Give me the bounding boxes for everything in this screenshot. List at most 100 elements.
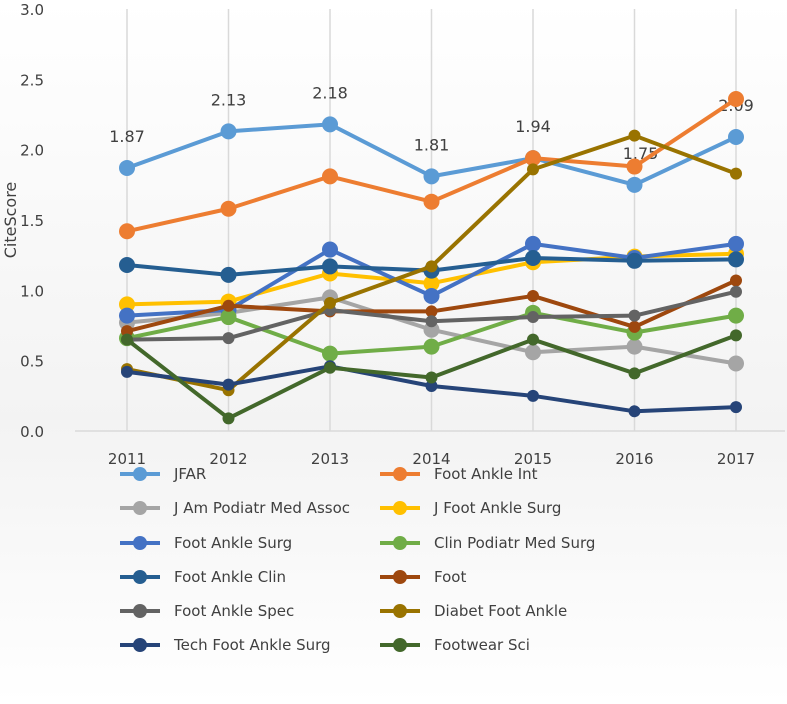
legend-marker-icon xyxy=(380,536,420,550)
y-axis-title: CiteScore xyxy=(1,182,20,259)
data-label: 2.13 xyxy=(211,90,247,109)
legend-label: J Am Podiatr Med Assoc xyxy=(174,499,350,517)
data-point xyxy=(220,123,237,140)
data-point xyxy=(730,329,742,342)
data-point xyxy=(425,260,438,273)
data-point xyxy=(322,258,338,275)
data-point xyxy=(324,361,336,374)
data-point xyxy=(222,332,235,345)
data-point xyxy=(119,257,135,274)
y-tick-label: 2.0 xyxy=(20,142,44,160)
legend-marker-icon xyxy=(380,604,420,618)
data-point xyxy=(728,355,744,372)
data-point xyxy=(527,163,539,176)
data-label: 1.87 xyxy=(109,127,145,146)
data-point xyxy=(525,235,541,252)
legend-marker-icon xyxy=(120,536,160,550)
data-point xyxy=(527,311,539,324)
legend-item: Foot Ankle Surg xyxy=(120,533,292,553)
data-point xyxy=(728,129,744,146)
plot-area: CiteScore 2011 2012 2013 2014 2015 2016 2017 0.… xyxy=(1,1,785,468)
data-point xyxy=(220,309,237,326)
data-point xyxy=(121,333,133,346)
legend-label: Foot xyxy=(434,568,467,586)
legend-item: Foot xyxy=(380,567,466,587)
y-tick-label: 0.0 xyxy=(20,423,44,441)
data-point xyxy=(730,274,742,287)
data-point xyxy=(730,285,742,298)
y-tick-label: 0.5 xyxy=(20,353,44,371)
data-point xyxy=(423,275,440,292)
data-point xyxy=(525,150,541,167)
x-tick-label: 2016 xyxy=(615,450,653,468)
legend-label: JFAR xyxy=(174,465,207,483)
x-tick-label: 2014 xyxy=(412,450,450,468)
legend-marker-icon xyxy=(380,467,420,481)
y-tick-label: 2.5 xyxy=(20,71,44,89)
legend-marker-icon xyxy=(380,501,420,515)
legend-label: Foot Ankle Int xyxy=(434,465,538,483)
data-point xyxy=(527,333,539,346)
legend-marker-icon xyxy=(120,570,160,584)
legend-label: Diabet Foot Ankle xyxy=(434,602,568,620)
data-point xyxy=(728,91,744,108)
data-point xyxy=(628,367,641,380)
legend-item: Diabet Foot Ankle xyxy=(380,601,567,621)
data-point xyxy=(628,309,641,322)
data-point xyxy=(525,249,541,266)
data-label: 1.94 xyxy=(515,117,551,136)
data-point xyxy=(222,412,235,425)
legend-item: Clin Podiatr Med Surg xyxy=(380,533,595,553)
x-tick-label: 2015 xyxy=(514,450,552,468)
data-point xyxy=(628,405,641,418)
legend-marker-icon xyxy=(380,570,420,584)
legend-marker-icon xyxy=(120,467,160,481)
legend-label: Footwear Sci xyxy=(434,636,530,654)
data-point xyxy=(322,241,338,258)
data-point xyxy=(220,266,237,283)
legend-marker-icon xyxy=(120,604,160,618)
legend-item: Tech Foot Ankle Surg xyxy=(120,635,331,655)
data-point xyxy=(730,401,742,414)
data-point xyxy=(728,251,744,268)
legend-label: Foot Ankle Surg xyxy=(174,534,293,552)
data-point xyxy=(119,307,135,324)
data-point xyxy=(628,129,641,142)
data-point xyxy=(324,296,336,309)
data-point xyxy=(322,168,338,185)
data-point xyxy=(220,200,237,217)
data-point xyxy=(730,167,742,180)
data-point xyxy=(527,289,539,302)
legend-marker-icon xyxy=(380,638,420,652)
data-point xyxy=(626,176,643,193)
x-tick-label: 2017 xyxy=(717,450,755,468)
x-tick-label: 2011 xyxy=(108,450,146,468)
data-point xyxy=(626,158,643,175)
legend-item: Foot Ankle Int xyxy=(380,464,538,484)
legend-item: Foot Ankle Spec xyxy=(120,601,294,621)
data-point xyxy=(527,389,539,402)
legend-marker-icon xyxy=(120,638,160,652)
data-point xyxy=(425,379,438,392)
data-label: 2.18 xyxy=(312,83,348,102)
data-point xyxy=(423,338,440,355)
data-point xyxy=(423,287,440,304)
data-point xyxy=(425,315,438,328)
data-point xyxy=(525,344,541,361)
data-point xyxy=(222,299,235,312)
data-point xyxy=(728,235,744,252)
data-point xyxy=(626,252,643,269)
y-tick-label: 3.0 xyxy=(20,1,44,19)
legend-label: Foot Ankle Clin xyxy=(174,568,287,586)
data-point xyxy=(425,305,438,318)
data-point xyxy=(322,345,338,362)
data-point xyxy=(119,296,135,313)
legend-label: Clin Podiatr Med Surg xyxy=(434,534,596,552)
legend-marker-icon xyxy=(120,501,160,515)
data-point xyxy=(728,307,744,324)
legend-item: JFAR xyxy=(120,464,206,484)
data-point xyxy=(628,320,641,333)
data-point xyxy=(423,193,440,210)
x-tick-label: 2012 xyxy=(209,450,247,468)
